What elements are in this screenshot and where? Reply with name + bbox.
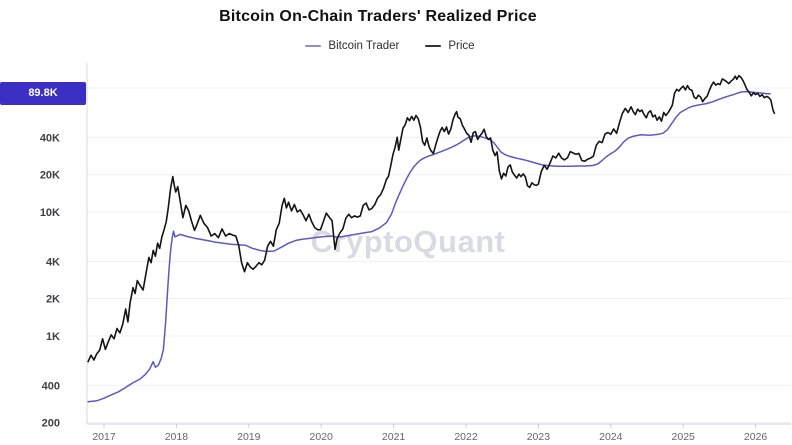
x-tick-label: 2025	[672, 431, 696, 443]
x-tick-label: 2026	[744, 431, 768, 443]
price-line	[87, 74, 776, 363]
legend-item-bitcoin-trader[interactable]: Bitcoin Trader	[305, 40, 399, 52]
y-tick-label: 20K	[40, 170, 60, 182]
x-tick-label: 2017	[92, 431, 116, 443]
y-tick-label: 2K	[46, 294, 60, 306]
bitcoin-trader-line	[87, 90, 771, 403]
x-tick-label: 2020	[310, 431, 334, 443]
last-value-badge: 89.8K	[0, 82, 86, 106]
chart-title: Bitcoin On-Chain Traders' Realized Price	[219, 8, 537, 25]
price-line-swatch	[425, 45, 442, 47]
y-tick-label: 4K	[46, 256, 60, 268]
x-tick-label: 2023	[527, 431, 551, 443]
chart-legend: Bitcoin Trader Price	[0, 40, 780, 52]
y-tick-label: 400	[42, 380, 60, 392]
x-tick-label: 2018	[165, 431, 189, 443]
x-tick-label: 2024	[599, 431, 623, 443]
y-tick-label: 1K	[46, 331, 60, 343]
bitcoin-trader-line-swatch	[305, 45, 322, 47]
legend-label-price: Price	[448, 40, 475, 52]
legend-label-bitcoin-trader: Bitcoin Trader	[328, 40, 400, 52]
x-tick-label: 2019	[237, 431, 261, 443]
y-tick-label: 200	[42, 418, 60, 430]
y-tick-label: 10K	[40, 207, 60, 219]
x-tick-label: 2021	[382, 431, 406, 443]
legend-item-price[interactable]: Price	[425, 40, 475, 52]
x-tick-label: 2022	[454, 431, 478, 443]
y-tick-label: 40K	[40, 132, 60, 144]
